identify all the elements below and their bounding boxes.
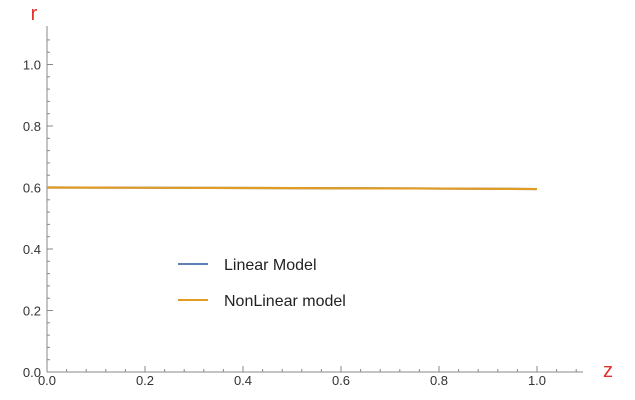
y-tick-label: 0.0 [23,365,41,380]
x-ticks: 0.0 0.2 0.4 0.6 0.8 1.0 [38,366,577,388]
y-tick-label: 1.0 [23,58,41,73]
legend: Linear Model NonLinear model [178,257,346,310]
x-tick-label: 0.2 [136,373,154,388]
x-tick-label: 0.8 [430,373,448,388]
series-line-nonlinear-model [46,186,538,191]
y-tick-label: 0.6 [23,181,41,196]
y-tick-label: 0.2 [23,304,41,319]
x-axis-title: z [603,360,613,382]
x-tick-label: 0.0 [38,373,56,388]
y-tick-label: 0.4 [23,242,41,257]
y-axis-title: r [31,3,38,25]
x-tick-label: 0.6 [332,373,350,388]
legend-label-nonlinear-model: NonLinear model [224,293,346,310]
y-tick-label: 0.8 [23,119,41,134]
y-ticks: 0.0 0.2 0.4 0.6 0.8 1.0 [23,39,53,380]
axes [46,26,583,373]
x-tick-label: 0.4 [234,373,252,388]
series-layer [46,186,538,191]
x-tick-label: 1.0 [528,373,546,388]
legend-label-linear-model: Linear Model [224,257,317,274]
